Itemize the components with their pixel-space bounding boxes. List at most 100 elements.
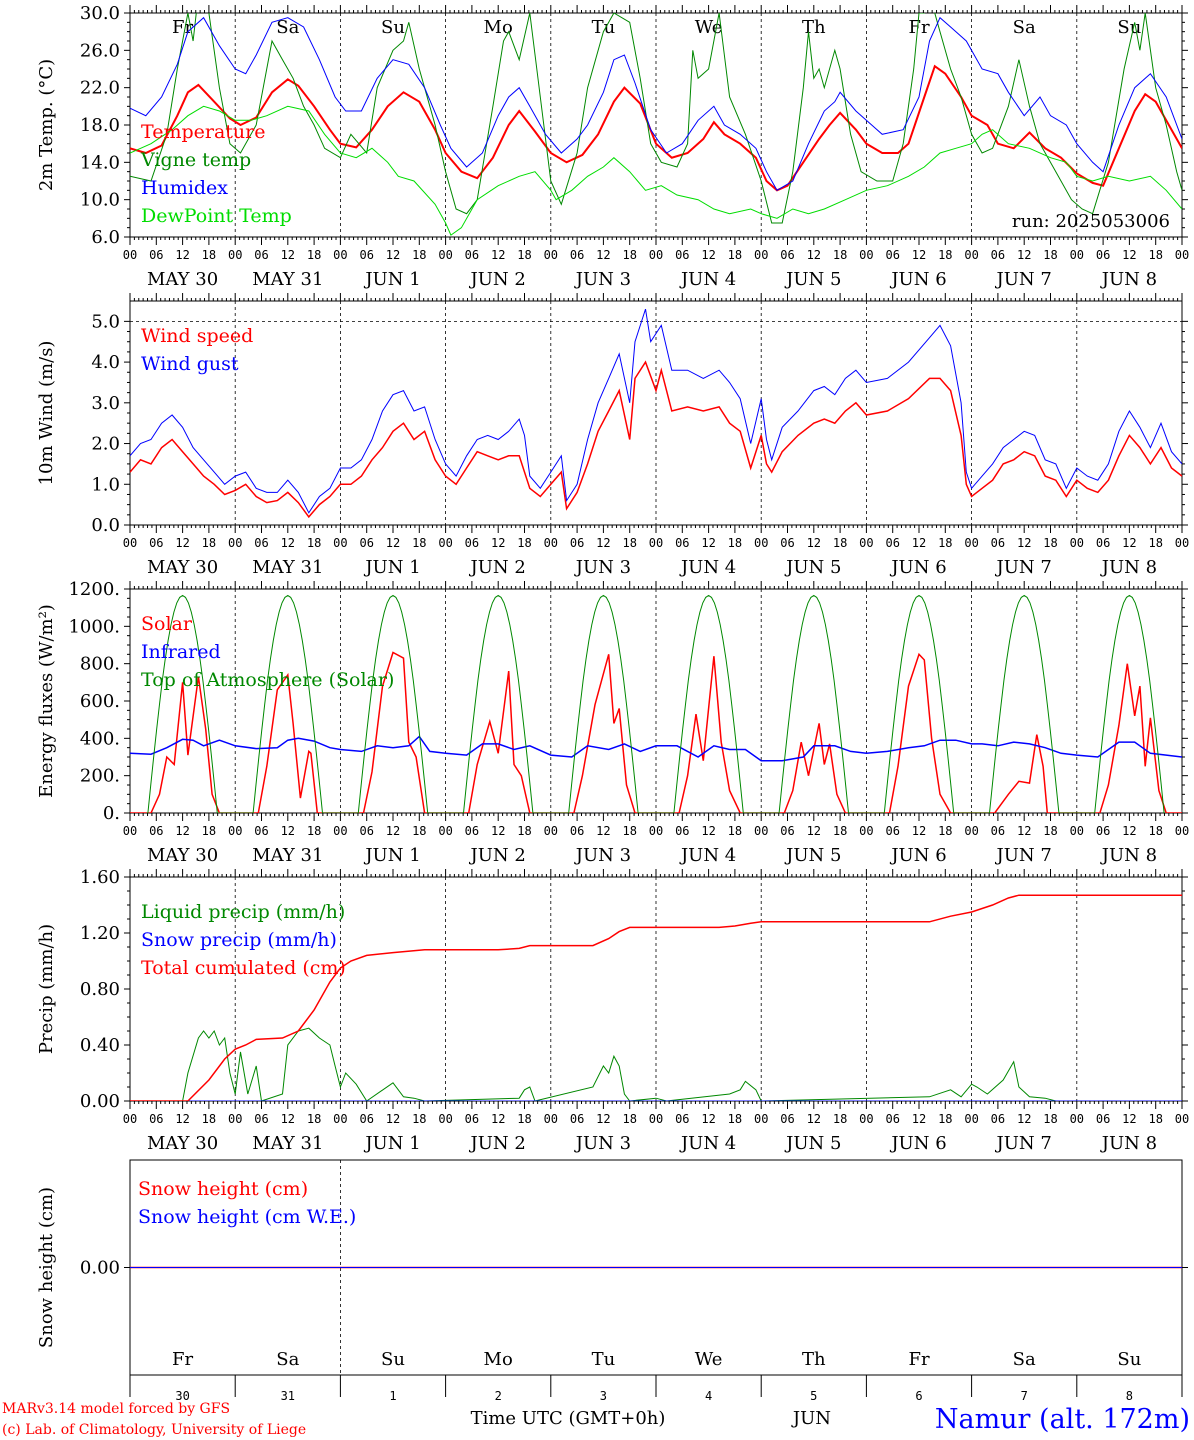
y-tick-label: 30.0 bbox=[80, 3, 120, 24]
series-group bbox=[130, 594, 1182, 813]
x-hour-label: 18 bbox=[728, 248, 742, 262]
legend-entry: Wind speed bbox=[141, 325, 253, 347]
x-hour-label: 12 bbox=[281, 824, 295, 838]
x-date-label: JUN 5 bbox=[784, 269, 841, 290]
y-tick-label: 600. bbox=[80, 691, 120, 712]
x-hour-label: 18 bbox=[202, 1112, 216, 1126]
series-group bbox=[130, 308, 1182, 519]
panel-4: 0.00 0.40 0.80 1.20 1.60 Precip (mm/h) 00 06 12 1… bbox=[36, 867, 1189, 1154]
plot-frame bbox=[129, 12, 1183, 238]
series-line bbox=[130, 735, 1182, 762]
x-hour-label: 18 bbox=[1148, 1112, 1162, 1126]
day-number-label: 8 bbox=[1126, 1389, 1133, 1403]
x-hour-label: 18 bbox=[938, 536, 952, 550]
legend-entry: Infrared bbox=[141, 641, 221, 663]
x-hour-label: 18 bbox=[728, 824, 742, 838]
time-axis-label: Time UTC (GMT+0h) bbox=[471, 1408, 666, 1429]
day-number-label: 3 bbox=[600, 1389, 607, 1403]
x-hour-label: 00 bbox=[438, 248, 452, 262]
x-hour-label: 18 bbox=[307, 536, 321, 550]
x-hour-label: 12 bbox=[912, 1112, 926, 1126]
x-hour-label: 18 bbox=[728, 536, 742, 550]
x-hour-label: 18 bbox=[833, 536, 847, 550]
weekday-label: Sa bbox=[1013, 17, 1036, 38]
x-hour-label: 00 bbox=[1175, 536, 1189, 550]
x-date-label: JUN 3 bbox=[574, 269, 631, 290]
x-date-label: MAY 30 bbox=[147, 557, 218, 578]
x-date-label: JUN 7 bbox=[995, 269, 1052, 290]
x-hour-label: 00 bbox=[649, 1112, 663, 1126]
x-hour-label: 12 bbox=[912, 248, 926, 262]
day-number-label: 31 bbox=[281, 1389, 295, 1403]
x-hour-label: 18 bbox=[622, 248, 636, 262]
x-hour-label: 18 bbox=[622, 824, 636, 838]
x-hour-label: 00 bbox=[544, 824, 558, 838]
x-hour-label: 00 bbox=[1070, 1112, 1084, 1126]
x-hour-label: 12 bbox=[807, 248, 821, 262]
x-hour-label: 12 bbox=[281, 248, 295, 262]
x-hour-label: 18 bbox=[307, 824, 321, 838]
day-number-label: 2 bbox=[495, 1389, 502, 1403]
x-date-label: JUN 3 bbox=[574, 845, 631, 866]
x-hour-label: 18 bbox=[202, 536, 216, 550]
x-hour-label: 18 bbox=[622, 536, 636, 550]
x-date-label: JUN 1 bbox=[363, 845, 420, 866]
x-hour-label: 00 bbox=[754, 1112, 768, 1126]
x-hour-label: 18 bbox=[1043, 1112, 1057, 1126]
y-tick-label: 1.60 bbox=[80, 867, 120, 888]
x-date-label: JUN 8 bbox=[1100, 845, 1157, 866]
x-date-label: JUN 6 bbox=[889, 557, 946, 578]
x-hour-label: 12 bbox=[807, 824, 821, 838]
x-hour-label: 18 bbox=[938, 248, 952, 262]
x-hour-label: 06 bbox=[254, 536, 268, 550]
x-hour-label: 00 bbox=[333, 248, 347, 262]
series-line bbox=[146, 594, 1166, 813]
x-date-label: MAY 30 bbox=[147, 845, 218, 866]
x-hour-label: 12 bbox=[491, 824, 505, 838]
copyright-credit: (c) Lab. of Climatology, University of L… bbox=[2, 1422, 306, 1438]
x-hour-label: 06 bbox=[885, 1112, 899, 1126]
series-group bbox=[130, 894, 1182, 1101]
x-hour-label: 00 bbox=[859, 1112, 873, 1126]
y-tick-label: 800. bbox=[80, 654, 120, 675]
x-hour-label: 06 bbox=[991, 248, 1005, 262]
y-tick-label: 1.0 bbox=[91, 474, 120, 495]
y-tick-label: 18.0 bbox=[80, 115, 120, 136]
y-tick-label: 200. bbox=[80, 766, 120, 787]
x-date-label: JUN 4 bbox=[679, 1133, 736, 1154]
series-line bbox=[130, 360, 1182, 519]
x-hour-label: 12 bbox=[1122, 1112, 1136, 1126]
x-hour-label: 06 bbox=[885, 248, 899, 262]
x-date-label: MAY 31 bbox=[252, 1133, 323, 1154]
x-hour-label: 18 bbox=[307, 1112, 321, 1126]
x-date-label: MAY 31 bbox=[252, 269, 323, 290]
month-label: JUN bbox=[791, 1408, 831, 1429]
legend-entry: Solar bbox=[141, 613, 193, 635]
x-hour-label: 00 bbox=[649, 248, 663, 262]
x-hour-label: 00 bbox=[964, 1112, 978, 1126]
weekday-label: Su bbox=[381, 17, 405, 38]
day-number-label: 5 bbox=[810, 1389, 817, 1403]
y-tick-label: 0.40 bbox=[80, 1035, 120, 1056]
x-hour-label: 18 bbox=[517, 1112, 531, 1126]
x-date-label: JUN 4 bbox=[679, 557, 736, 578]
x-hour-label: 00 bbox=[859, 248, 873, 262]
x-hour-label: 12 bbox=[1017, 824, 1031, 838]
x-hour-label: 12 bbox=[175, 824, 189, 838]
x-hour-label: 06 bbox=[359, 824, 373, 838]
weekday-label: Fr bbox=[172, 17, 193, 38]
series-line bbox=[130, 894, 1182, 1101]
y-axis-label: Energy fluxes (W/m²) bbox=[36, 604, 57, 798]
x-hour-label: 12 bbox=[1122, 536, 1136, 550]
legend-entry: Snow height (cm W.E.) bbox=[138, 1206, 356, 1228]
y-axis-label: Precip (mm/h) bbox=[36, 924, 57, 1054]
x-hour-label: 12 bbox=[701, 824, 715, 838]
x-hour-label: 18 bbox=[307, 248, 321, 262]
x-date-label: JUN 4 bbox=[679, 845, 736, 866]
x-hour-label: 06 bbox=[780, 248, 794, 262]
x-date-label: JUN 7 bbox=[995, 1133, 1052, 1154]
x-hour-label: 00 bbox=[228, 1112, 242, 1126]
x-hour-label: 12 bbox=[912, 536, 926, 550]
x-hour-label: 18 bbox=[833, 824, 847, 838]
series-group bbox=[130, 13, 1182, 236]
